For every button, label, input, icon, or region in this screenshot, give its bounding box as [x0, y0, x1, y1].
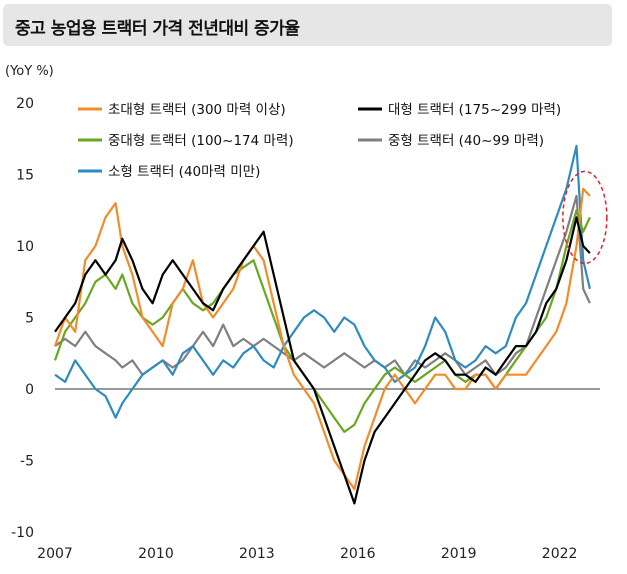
y-tick-label: -5	[20, 454, 34, 470]
series-line-0	[53, 187, 591, 491]
y-tick-label: 10	[16, 239, 34, 255]
y-tick-label: -10	[11, 525, 34, 541]
series-layer	[53, 144, 591, 505]
y-tick-label: 20	[16, 96, 34, 112]
series-line-4	[54, 144, 591, 419]
series-line-2	[53, 209, 591, 433]
highlight-ellipse	[562, 170, 608, 265]
x-tick-label: 2016	[340, 546, 376, 562]
axes: -10 -5 0 5 10 15 20 2007 2010 2013 2016 2019 2022	[11, 96, 600, 562]
legend: 초대형 트랙터 (300 마력 이상) 대형 트랙터 (175~299 마력) 중대…	[78, 102, 561, 180]
y-tick-label: 5	[25, 311, 34, 327]
x-tick-label: 2019	[441, 546, 477, 562]
x-tick-label: 2007	[37, 546, 73, 562]
legend-label-3: 중형 트랙터 (40~99 마력)	[388, 133, 544, 149]
x-tick-label: 2022	[542, 546, 578, 562]
y-tick-label: 0	[25, 382, 34, 398]
legend-label-0: 초대형 트랙터 (300 마력 이상)	[108, 102, 286, 118]
legend-label-1: 대형 트랙터 (175~299 마력)	[388, 102, 561, 118]
legend-label-4: 소형 트랙터 (40마력 미만)	[108, 164, 260, 180]
y-tick-label: 15	[16, 168, 34, 184]
x-tick-label: 2010	[138, 546, 174, 562]
legend-label-2: 중대형 트랙터 (100~174 마력)	[108, 133, 294, 149]
title-bar: 중고 농업용 트랙터 가격 전년대비 증가율	[3, 4, 612, 46]
x-tick-label: 2013	[239, 546, 275, 562]
y-axis-unit-label: (YoY %)	[5, 64, 54, 79]
series-line-1	[54, 216, 591, 505]
chart-title: 중고 농업용 트랙터 가격 전년대비 증가율	[15, 19, 300, 39]
